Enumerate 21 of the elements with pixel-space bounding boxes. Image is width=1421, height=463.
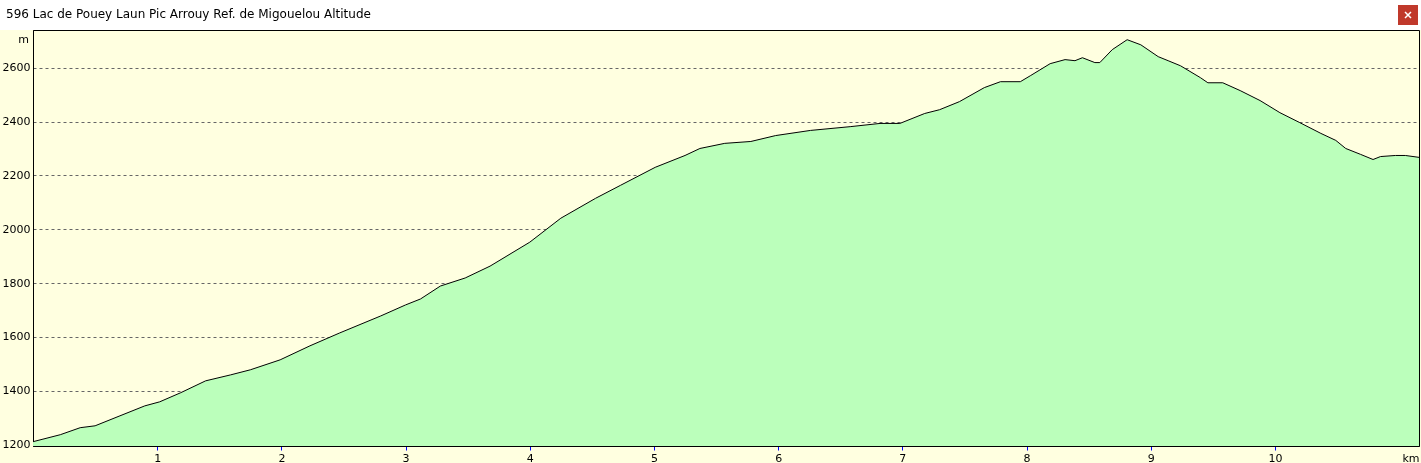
y-tick-label: 1600 bbox=[2, 330, 31, 344]
x-tick-label: 5 bbox=[650, 451, 658, 463]
x-tick-label: 1 bbox=[154, 451, 162, 463]
y-tick-label: 2600 bbox=[2, 61, 31, 75]
y-tick-label: 1400 bbox=[2, 384, 31, 398]
x-tick-label: 7 bbox=[899, 451, 907, 463]
y-tick-label: 1200 bbox=[2, 438, 31, 452]
x-axis-title: km bbox=[1402, 451, 1420, 463]
x-tick-label: 10 bbox=[1268, 451, 1283, 463]
x-tick-label: 8 bbox=[1023, 451, 1031, 463]
y-tick-label: 2000 bbox=[2, 222, 31, 236]
y-tick-label: 2200 bbox=[2, 168, 31, 182]
y-axis-title: m bbox=[18, 32, 29, 46]
x-tick-label: 6 bbox=[775, 451, 783, 463]
y-tick-label: 2400 bbox=[2, 115, 31, 129]
x-tick-label: 9 bbox=[1147, 451, 1155, 463]
x-tick-label: 2 bbox=[278, 451, 286, 463]
x-tick-label: 4 bbox=[526, 451, 534, 463]
y-tick-label: 1800 bbox=[2, 276, 31, 290]
chart-title: 596 Lac de Pouey Laun Pic Arrouy Ref. de Migouelou Altitude bbox=[6, 7, 371, 21]
x-tick-label: 3 bbox=[402, 451, 410, 463]
